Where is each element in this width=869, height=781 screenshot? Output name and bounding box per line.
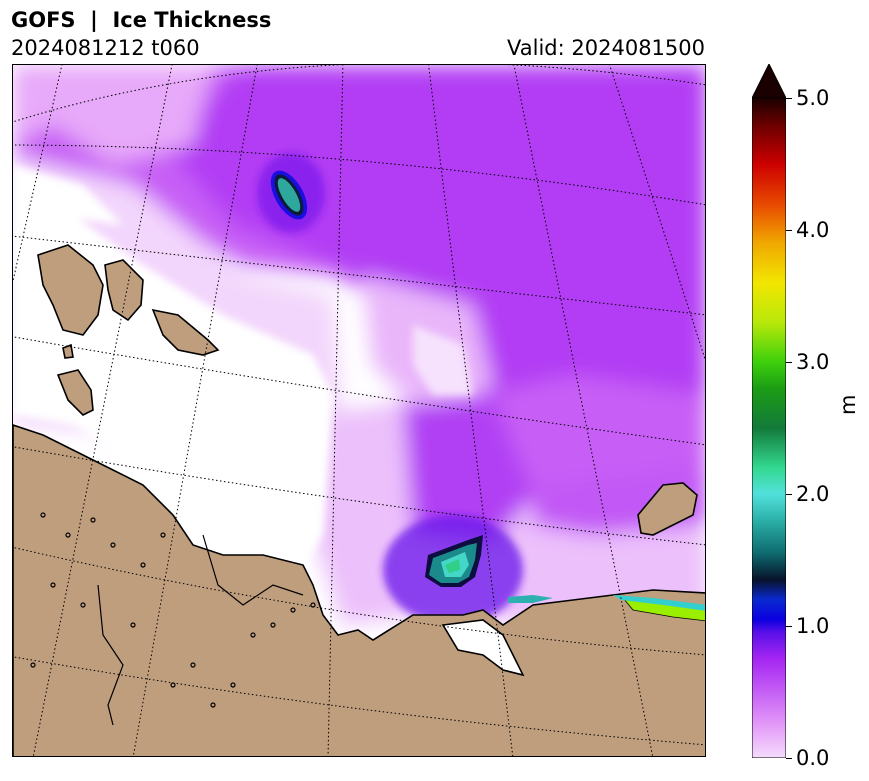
colorbar-tick-label: 3.0 xyxy=(796,350,830,374)
thick-ice-north xyxy=(257,153,325,233)
colorbar-tick-mark xyxy=(786,758,792,759)
coastline-detail xyxy=(30,512,316,726)
colorbar-extend-arrow xyxy=(752,64,786,99)
colorbar-tick-mark xyxy=(786,494,792,495)
colorbar-tick-mark xyxy=(786,362,792,363)
colorbar xyxy=(752,64,786,758)
map-panel xyxy=(12,64,706,757)
colorbar-tick-label: 2.0 xyxy=(796,482,830,506)
run-time-label: 2024081212 t060 xyxy=(11,36,200,60)
colorbar-tick-mark xyxy=(786,98,792,99)
colorbar-tick-mark xyxy=(786,626,792,627)
coastal-ice-band xyxy=(508,595,705,622)
colorbar-unit-label: m xyxy=(836,394,860,415)
graticule xyxy=(13,65,705,756)
colorbar-tick-label: 0.0 xyxy=(796,746,830,770)
valid-time-label: Valid: 2024081500 xyxy=(507,36,705,60)
ice-thickness-map xyxy=(13,65,705,756)
land xyxy=(13,244,705,756)
ice-field xyxy=(13,65,705,625)
colorbar-tick-label: 4.0 xyxy=(796,218,830,242)
colorbar-body xyxy=(752,97,786,758)
colorbar-tick-label: 5.0 xyxy=(796,86,830,110)
chart-title: GOFS | Ice Thickness xyxy=(11,8,272,32)
thick-ice-south xyxy=(383,515,523,625)
colorbar-tick-label: 1.0 xyxy=(796,614,830,638)
colorbar-tick-mark xyxy=(786,230,792,231)
